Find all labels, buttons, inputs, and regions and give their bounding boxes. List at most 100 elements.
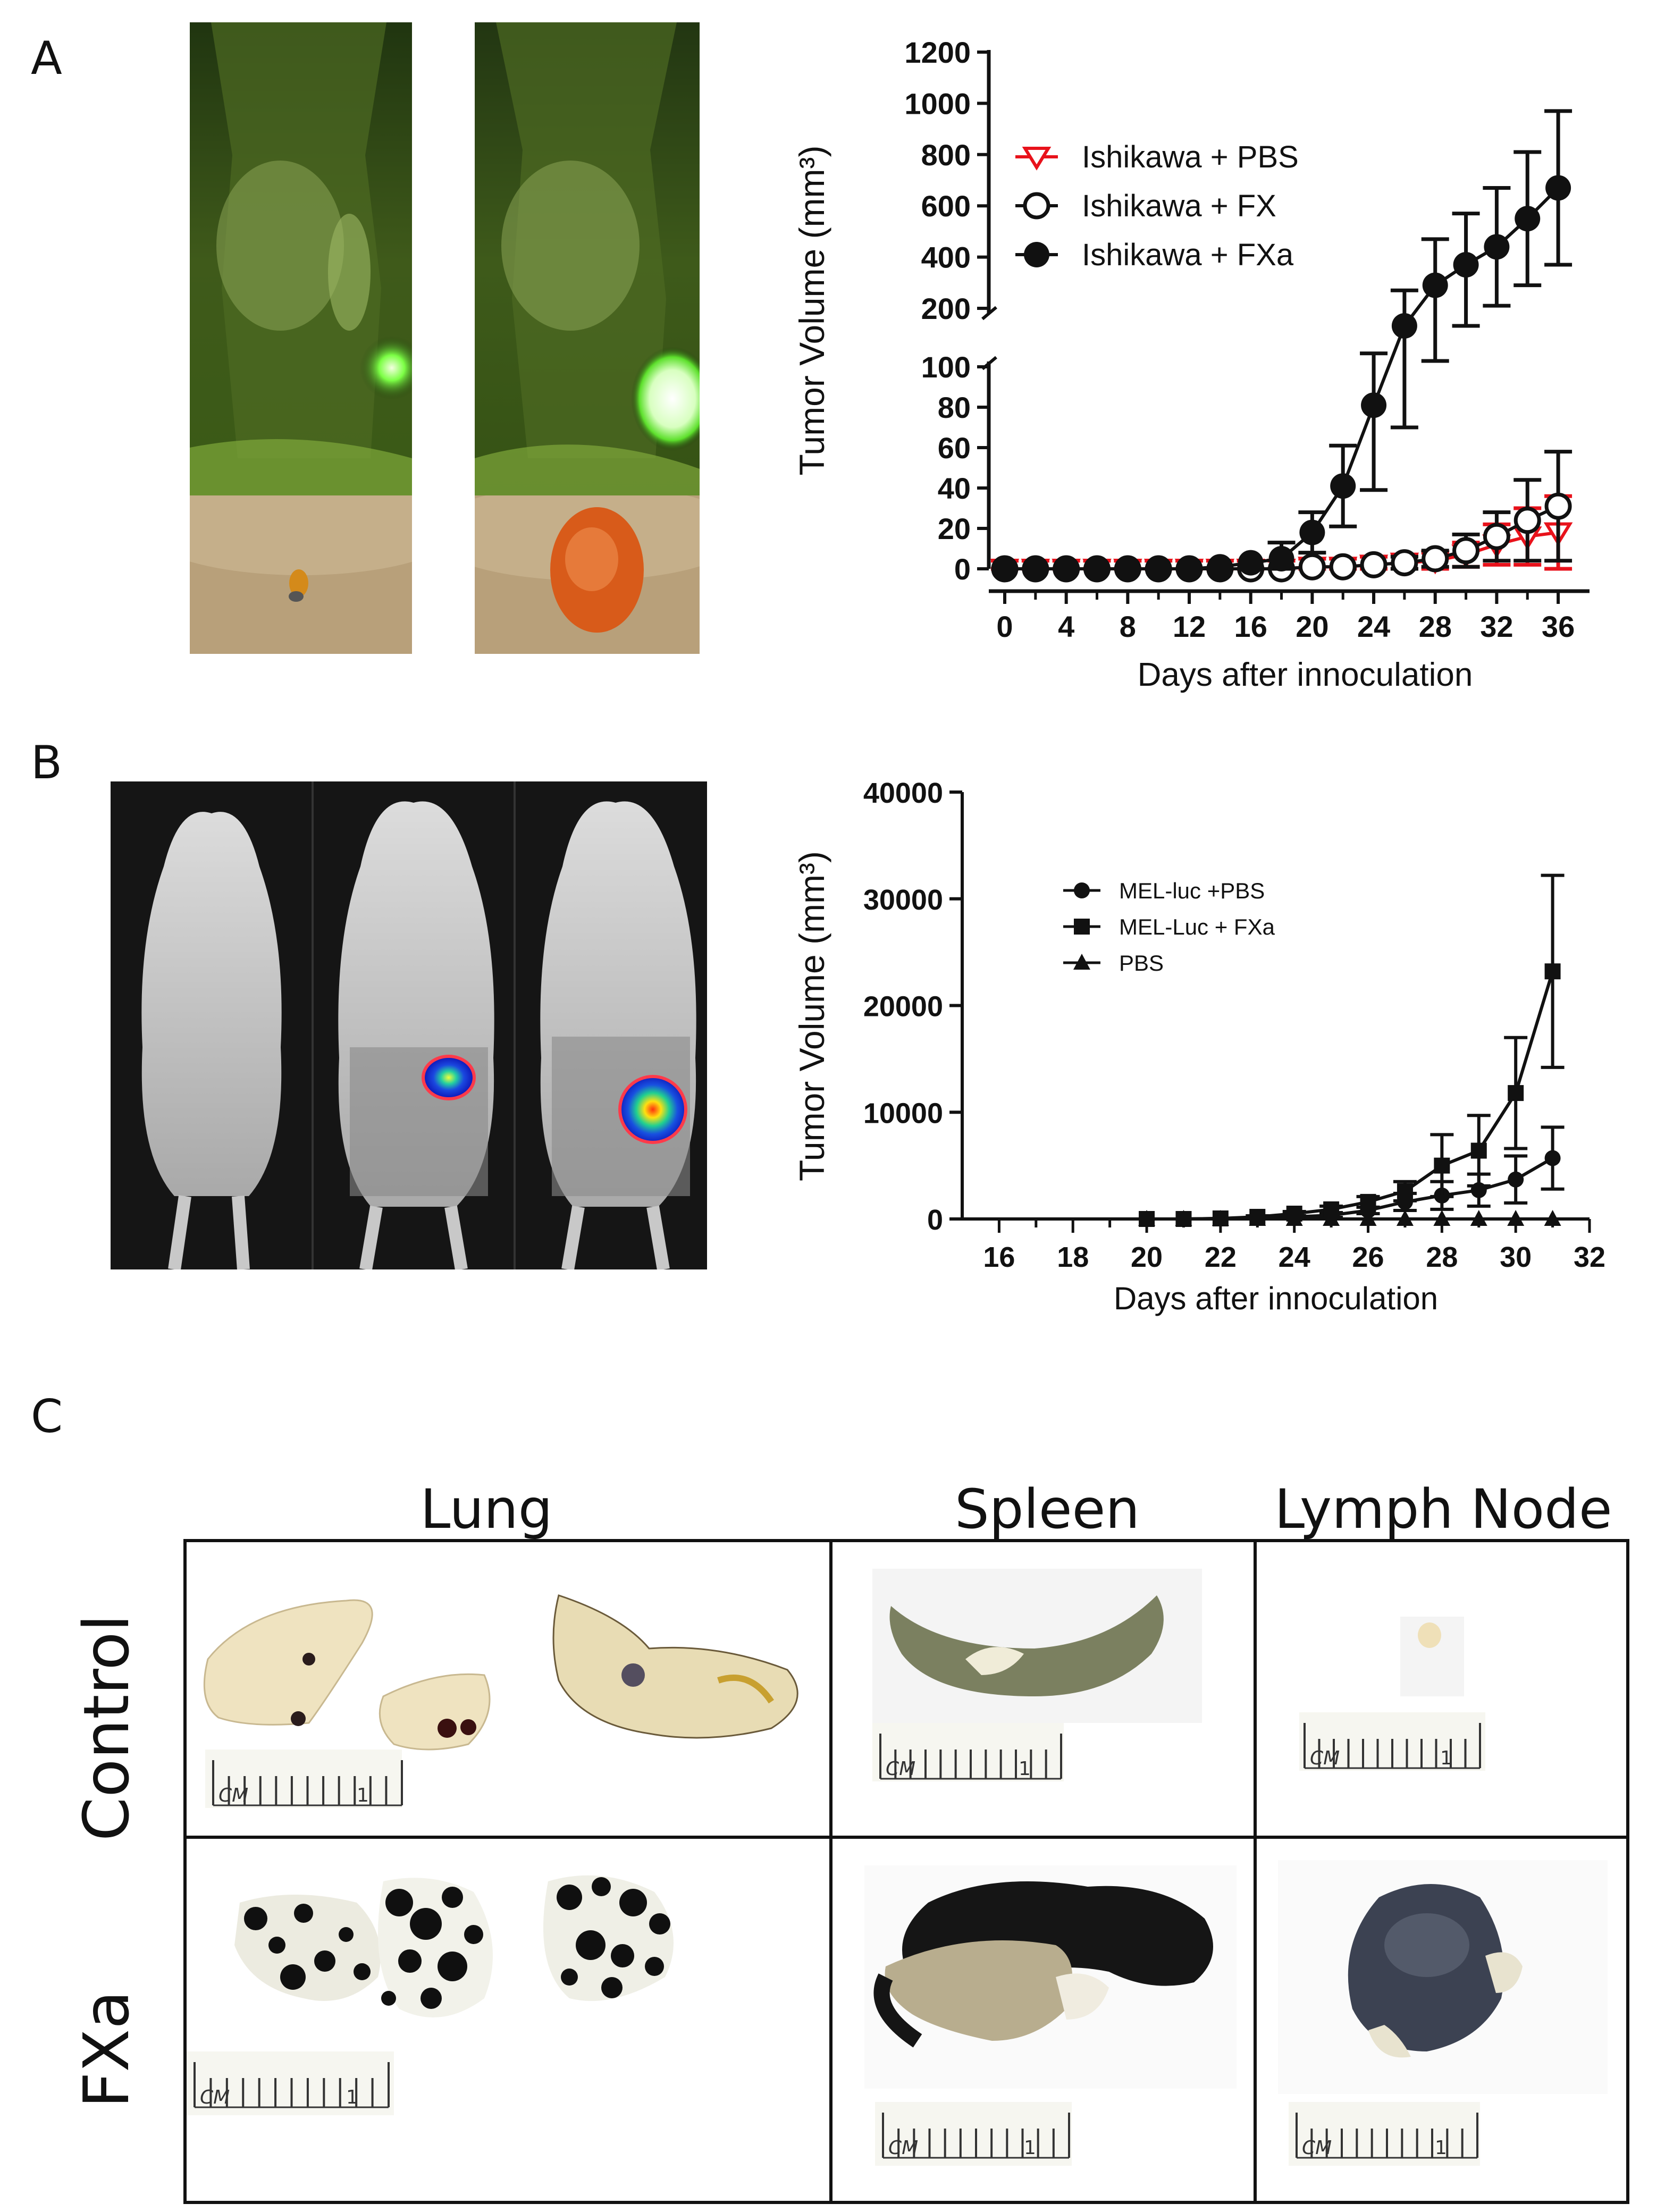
legend-label: PBS (1119, 951, 1164, 975)
legend-marker (1022, 147, 1052, 171)
x-tick-label: 36 (1542, 610, 1575, 643)
metastasis-nodule (421, 1988, 442, 2009)
data-point (1212, 1210, 1229, 1226)
grid-bottom-border (183, 2201, 1629, 2204)
data-point (1545, 175, 1571, 201)
ruler-number-label: 1 (1024, 2137, 1036, 2159)
data-point (1329, 553, 1357, 581)
data-point (1146, 556, 1172, 582)
data-point (1175, 1210, 1192, 1226)
chart-a-tumor-volume-ishikawa: 0 20 40 60 80 100 200 400 600 800 1000 1200 0 4 8 12 16 2… (792, 36, 1590, 693)
y-tick-label: 20000 (863, 991, 943, 1023)
x-tick-label: 16 (983, 1241, 1015, 1273)
data-point (1207, 554, 1233, 580)
ruler-number-label: 1 (346, 2087, 358, 2108)
y-tick-label: 1000 (904, 87, 971, 120)
metastasis-nodule (601, 1977, 623, 1998)
grid-divider-2 (1254, 1539, 1257, 2204)
data-point (1433, 1210, 1451, 1226)
ruler-number-label: 1 (357, 1785, 369, 1806)
data-point (1115, 556, 1141, 582)
data-point (1483, 523, 1510, 550)
fxa-lung-photo: CM 1 (187, 1839, 829, 2201)
data-point (1299, 519, 1325, 545)
ruler-control-lung: CM 1 (205, 1750, 403, 1808)
y-tick-label: 100 (921, 350, 971, 384)
y-tick-label: 0 (954, 552, 971, 586)
legend-marker (1074, 882, 1090, 898)
grid-right-border (1626, 1539, 1629, 2204)
metastasis-nodule (314, 1950, 335, 1972)
mouse-fluorescence-image-large-tumor (475, 22, 700, 501)
data-point (1397, 1183, 1413, 1199)
legend-label: MEL-luc +PBS (1119, 878, 1265, 903)
metastasis-nodule (438, 1952, 467, 1981)
column-header-lung: Lung (420, 1478, 553, 1541)
metastasis-nodule (619, 1889, 647, 1916)
y-axis-label: Tumor Volume (mm³) (792, 851, 831, 1181)
control-lymph-node-photo: CM 1 (1257, 1542, 1626, 1836)
data-point (1396, 1210, 1414, 1226)
metastasis-nodule (649, 1913, 670, 1935)
metastasis-nodule (280, 1964, 306, 1990)
metastasis-nodule (592, 1877, 611, 1896)
data-point (1330, 473, 1356, 499)
y-tick-label: 10000 (863, 1097, 943, 1129)
series-ishikawa-fxa (992, 109, 1573, 582)
data-point (1298, 553, 1326, 581)
data-point (1434, 1157, 1450, 1174)
column-header-spleen: Spleen (955, 1478, 1140, 1541)
metastasis-nodule (294, 1904, 313, 1923)
metastasis-nodule (354, 1963, 371, 1980)
panel-letter-c: C (31, 1390, 63, 1443)
data-point (1268, 546, 1294, 571)
ruler-fxa-lung: CM 1 (187, 2051, 394, 2115)
data-point (1484, 234, 1510, 260)
x-tick-label: 0 (996, 610, 1013, 643)
grid-divider-1 (829, 1539, 833, 2204)
data-point (1285, 1210, 1303, 1226)
grid-top-border (183, 1539, 1629, 1542)
data-point (1359, 1210, 1377, 1226)
ruler-unit-label: CM (218, 1785, 248, 1806)
control-lung-photo: CM 1 (187, 1542, 829, 1836)
data-point (1238, 550, 1264, 576)
data-point (1422, 545, 1449, 573)
bioluminescence-mice-image (111, 781, 707, 1269)
y-tick-label: 200 (921, 292, 971, 325)
x-tick-label: 32 (1480, 610, 1513, 643)
legend-marker (1074, 919, 1090, 935)
legend-marker (1024, 242, 1049, 267)
data-point (1544, 1150, 1561, 1166)
x-axis-label: Days after innoculation (1138, 657, 1473, 693)
data-point (1513, 507, 1541, 534)
y-tick-label: 20 (938, 512, 971, 545)
x-tick-label: 18 (1057, 1241, 1089, 1273)
x-tick-label: 4 (1058, 610, 1074, 643)
excised-tumor-photo-large (475, 495, 700, 654)
metastasis-nodule (381, 1991, 396, 2006)
row-label-control: Control (70, 1614, 143, 1841)
metastasis-nodule (561, 1969, 578, 1986)
data-point (1544, 1210, 1561, 1226)
ruler-number-label: 1 (1435, 2137, 1447, 2159)
ruler-number-label: 1 (1019, 1758, 1031, 1780)
x-tick-label: 32 (1574, 1241, 1605, 1273)
x-tick-label: 20 (1131, 1241, 1163, 1273)
x-tick-label: 12 (1173, 610, 1206, 643)
fxa-lymph-node-photo: CM 1 (1257, 1839, 1626, 2201)
ruler-unit-label: CM (888, 2137, 918, 2159)
mouse-fluorescence-image-small-tumor (190, 22, 412, 501)
row-label-fxa: FXa (70, 1990, 143, 2108)
x-tick-label: 24 (1357, 610, 1390, 643)
series-pbs (1138, 1210, 1561, 1226)
metastasis-nodule (576, 1930, 606, 1960)
excised-tumor-photo-small (190, 495, 412, 654)
metastasis-nodule (339, 1927, 354, 1942)
x-tick-label: 28 (1426, 1241, 1458, 1273)
series-line (1147, 1156, 1554, 1221)
data-point (1176, 556, 1202, 582)
data-point (1452, 537, 1480, 565)
grid-middle-border (183, 1836, 1629, 1839)
grid-left-border (183, 1539, 187, 2204)
